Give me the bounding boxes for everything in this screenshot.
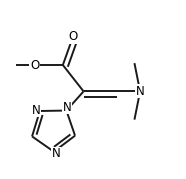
Text: O: O (69, 30, 78, 43)
Text: N: N (63, 101, 72, 114)
Text: N: N (136, 85, 145, 98)
Text: O: O (30, 59, 39, 72)
Text: N: N (32, 104, 41, 117)
Text: N: N (52, 147, 60, 160)
